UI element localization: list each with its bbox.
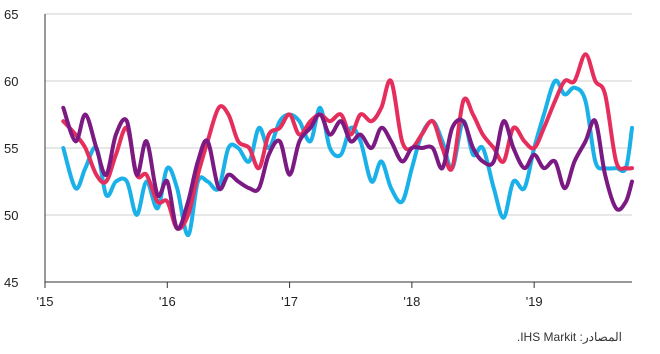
series-line-2 (61, 52, 634, 231)
x-axis: '15 '16 '17 '18 '19 (37, 282, 543, 309)
x-tick-label: '17 (281, 294, 298, 309)
y-tick-label: 50 (4, 208, 18, 223)
series-line-3 (61, 105, 634, 231)
y-tick-label: 60 (4, 74, 18, 89)
x-tick-label: '15 (37, 294, 54, 309)
y-tick-label: 65 (4, 7, 18, 22)
source-note: المصادر: IHS Markit. (516, 330, 622, 344)
series-line-1 (61, 78, 634, 238)
y-axis: 45 50 55 60 65 (4, 7, 46, 290)
y-tick-label: 55 (4, 141, 18, 156)
y-tick-label: 45 (4, 275, 18, 290)
line-chart: 45 50 55 60 65 '15 '16 '17 '18 '19 (4, 7, 634, 309)
series-lines (61, 52, 634, 238)
x-tick-label: '18 (403, 294, 420, 309)
x-tick-label: '19 (526, 294, 543, 309)
x-tick-label: '16 (159, 294, 176, 309)
